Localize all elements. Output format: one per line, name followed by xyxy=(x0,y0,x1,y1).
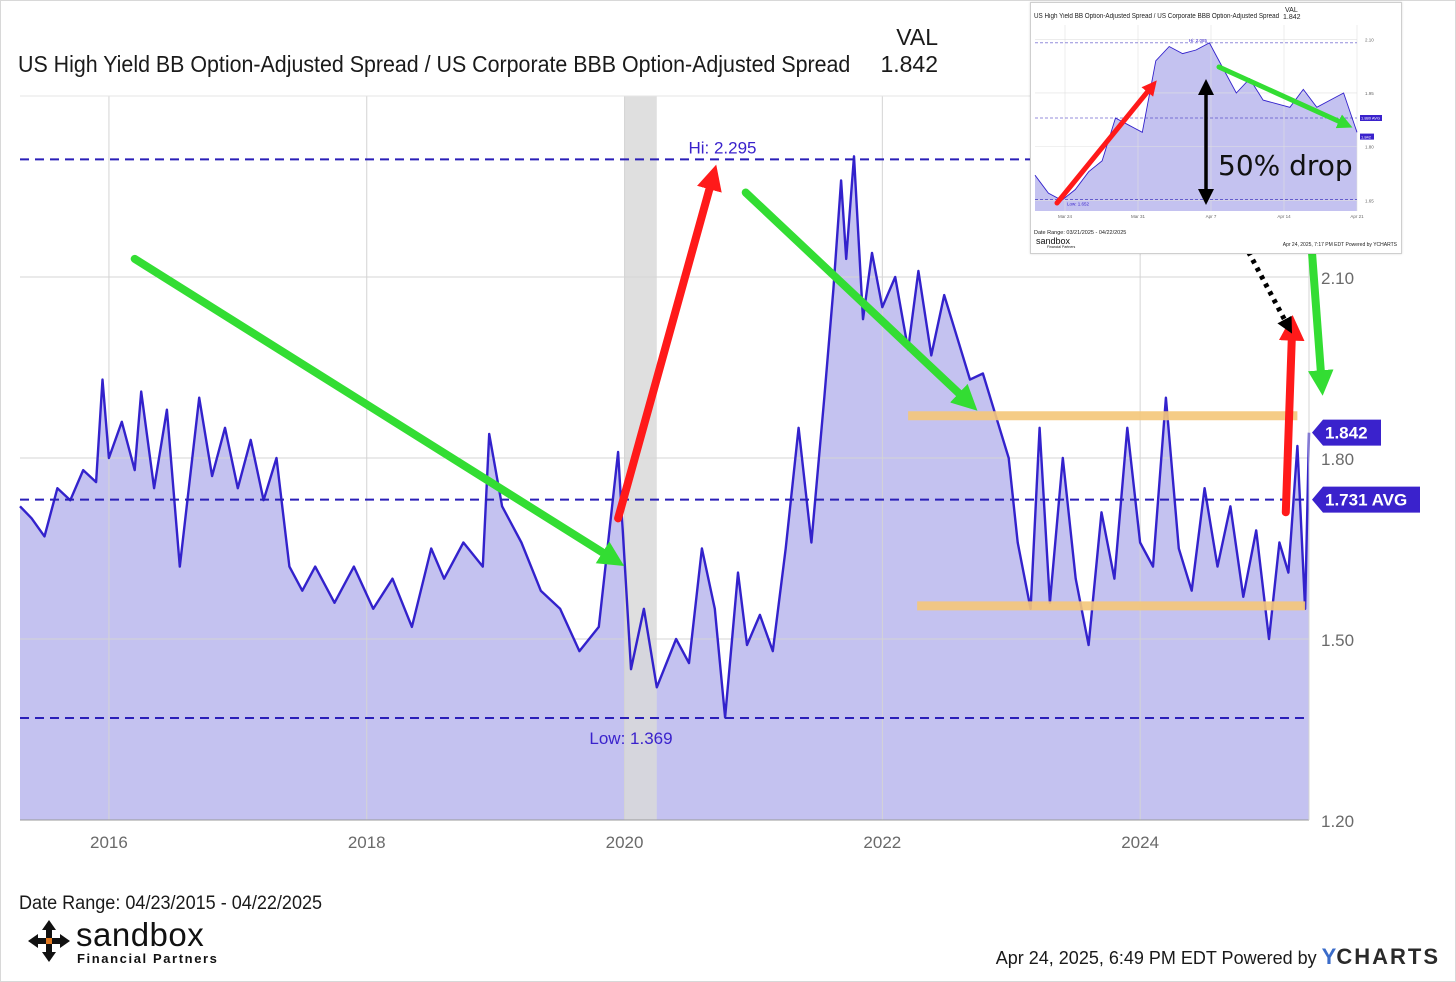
inset-drop-arrow-top xyxy=(1198,79,1214,95)
compass-arrows-icon xyxy=(28,920,70,962)
current-value: 1.842 xyxy=(880,51,938,77)
footer: Apr 24, 2025, 6:49 PM EDT Powered by YCH… xyxy=(996,944,1440,970)
inset-logo-name: sandbox xyxy=(1036,236,1071,246)
value-header: VAL xyxy=(896,24,938,50)
y-tick-label: 2.10 xyxy=(1321,269,1354,288)
inset-value-header: VAL xyxy=(1285,7,1298,14)
inset-x-tick-label: Apr 7 xyxy=(1206,214,1217,219)
inset-y-tick-label: 1.95 xyxy=(1365,91,1374,96)
last-value-badge-shape xyxy=(1312,419,1381,446)
sandbox-logo: sandbox Financial Partners xyxy=(28,916,238,970)
logo-subtitle: Financial Partners xyxy=(77,951,219,966)
series-line xyxy=(19,155,1311,719)
inset-avg-label: 1.880 AVG xyxy=(1361,116,1380,121)
inset-x-tick-label: Apr 21 xyxy=(1350,214,1364,219)
average-badge: 1.731 AVG xyxy=(1312,486,1420,513)
logo-name: sandbox xyxy=(76,916,205,953)
high-label: Hi: 2.295 xyxy=(688,138,756,157)
date-range: Date Range: 04/23/2015 - 04/22/2025 xyxy=(19,893,323,914)
last-value-badge-text: 1.842 xyxy=(1325,424,1368,443)
inset-title: US High Yield BB Option-Adjusted Spread … xyxy=(1034,13,1280,20)
y-tick-label: 1.20 xyxy=(1321,812,1354,831)
x-tick-label: 2022 xyxy=(863,833,901,852)
y-tick-label: 1.50 xyxy=(1321,631,1354,650)
x-tick-label: 2016 xyxy=(90,833,128,852)
green-arrow-decline-2021 xyxy=(741,188,978,411)
series-area xyxy=(20,156,1309,821)
inset-drop-label: 50% drop xyxy=(1218,149,1353,182)
inset-date-range: Date Range: 03/21/2025 - 04/22/2025 xyxy=(1034,230,1127,236)
inset-high-label: Hi: 2.085 xyxy=(1189,38,1208,43)
green-arrow-decline-2016 xyxy=(130,254,625,567)
footer-timestamp: Apr 24, 2025, 6:49 PM EDT Powered by xyxy=(995,948,1317,968)
red-arrow-rise-2025 xyxy=(1278,315,1305,517)
ycharts-y: Y xyxy=(1321,944,1337,969)
inset-x-tick-label: Mar 24 xyxy=(1058,214,1073,219)
last-value-badge: 1.842 xyxy=(1312,419,1381,446)
inset-chart-panel: 2.10 1.95 1.80 1.65 Mar 24 Mar 31 Apr 7 Apr 14 A… xyxy=(1030,2,1402,254)
chart-title: US High Yield BB Option-Adjusted Spread … xyxy=(18,51,851,77)
inset-current-value: 1.842 xyxy=(1283,14,1301,21)
x-tick-label: 2024 xyxy=(1121,833,1159,852)
inset-x-tick-label: Mar 31 xyxy=(1131,214,1146,219)
inset-footer: Apr 24, 2025, 7:17 PM EDT Powered by YCH… xyxy=(1282,242,1397,248)
inset-chart: 2.10 1.95 1.80 1.65 Mar 24 Mar 31 Apr 7 Apr 14 A… xyxy=(1034,25,1382,219)
inset-logo-sub: Financial Partners xyxy=(1047,245,1076,249)
red-arrow-surge-2020 xyxy=(614,164,722,523)
inset-red-arrow xyxy=(1054,80,1157,206)
inset-x-tick-label: Apr 14 xyxy=(1277,214,1291,219)
low-label: Low: 1.369 xyxy=(589,729,672,748)
inset-drop-arrow-bottom xyxy=(1198,189,1214,205)
inset-line xyxy=(1034,42,1358,201)
inset-avg-badge xyxy=(1360,115,1382,121)
inset-y-tick-label: 2.10 xyxy=(1365,37,1374,42)
average-badge-text: 1.731 AVG xyxy=(1325,491,1407,510)
inset-last-label: 1.842 xyxy=(1361,134,1372,139)
inset-last-badge xyxy=(1360,133,1374,140)
inset-low-label: Low: 1.652 xyxy=(1067,202,1090,207)
ycharts-brand[interactable]: CHARTS xyxy=(1336,944,1440,969)
y-tick-label: 1.80 xyxy=(1321,450,1354,469)
inset-area xyxy=(1035,42,1357,212)
x-tick-label: 2020 xyxy=(606,833,644,852)
inset-y-tick-label: 1.65 xyxy=(1365,198,1374,203)
green-arrow-drop-2025 xyxy=(1307,242,1334,396)
inset-y-tick-label: 1.80 xyxy=(1365,145,1374,150)
average-badge-shape xyxy=(1312,486,1420,513)
inset-green-arrow xyxy=(1216,64,1353,129)
x-tick-label: 2018 xyxy=(348,833,386,852)
